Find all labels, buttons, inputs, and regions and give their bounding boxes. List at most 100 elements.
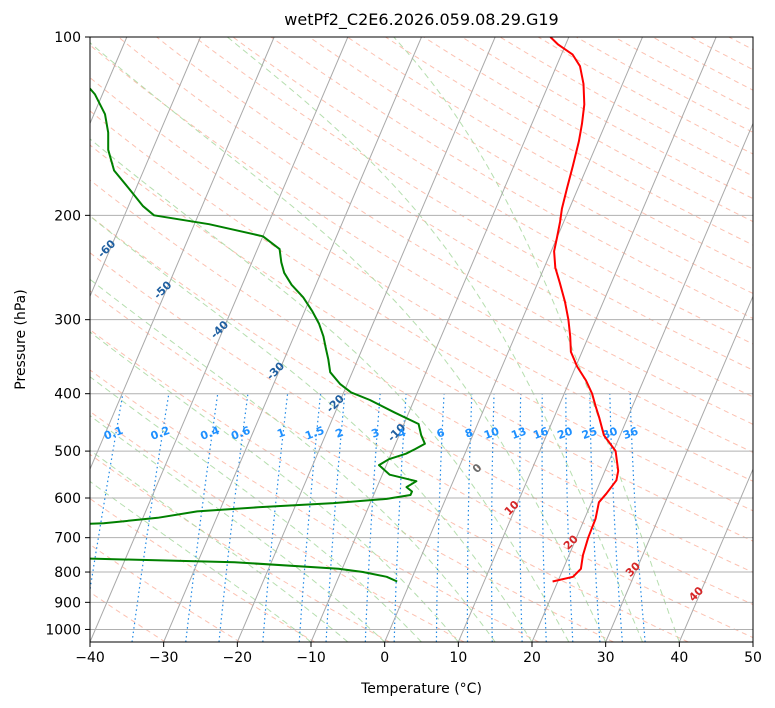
x-tick-label: 30 [597,650,615,666]
mixing-ratio-line [519,393,523,642]
mixing-ratio-label: 13 [509,425,528,442]
y-tick-label: 100 [54,30,81,46]
moist-adiabat-label: 0 [470,461,485,476]
mixing-ratio-line [90,393,124,594]
dry-adiabat-line [90,44,753,453]
y-tick-label: 200 [54,208,81,224]
mixing-ratio-line [541,393,547,642]
y-tick-label: 300 [54,313,81,329]
dry-adiabat-line [728,37,753,51]
y-tick-label: 900 [54,595,81,611]
dry-adiabat-line [90,410,465,642]
moist-adiabat-line [90,42,607,642]
dry-adiabat-line [232,37,753,345]
moist-adiabat-label: 20 [561,532,581,552]
mixing-ratio-label: 10 [482,424,501,442]
dry-adiabat-line [308,37,753,295]
isotherm-line [457,37,717,642]
mixing-ratio-label: 2 [334,426,346,441]
moist-adiabat-line [90,215,533,642]
isotherm-line [236,37,496,642]
dry-adiabat-line [90,290,689,642]
dry-adiabat-line [118,37,753,425]
mixing-ratio-line [185,393,219,642]
isotherm-line [163,37,422,642]
mixing-ratio-line [589,393,601,642]
mixing-ratio-label: 25 [580,425,599,442]
dry-adiabat-line [194,37,753,371]
mixing-ratio-line [325,393,346,642]
y-tick-label: 400 [54,387,81,403]
isotherm-line [384,37,643,642]
mixing-ratio-line [364,393,381,642]
chart-title: wetPf2_C2E6.2026.059.08.29.G19 [284,10,558,30]
dry-adiabat-line [90,215,753,606]
dry-adiabat-line [90,369,540,642]
dewpoint-profile-line [90,87,426,583]
dry-adiabat-line [537,37,753,155]
moist-adiabat-line [90,278,496,642]
x-tick-label: −10 [296,650,326,666]
temperature-profile-line [549,37,620,583]
plot-frame [89,36,754,643]
moist-adiabat-line [90,449,349,642]
isotherm-line [678,467,753,642]
mixing-ratio-label: 0.1 [102,424,125,443]
mixing-ratio-label: 0.2 [149,424,172,443]
moist-adiabat-line [90,376,422,642]
x-tick-label: 0 [380,650,389,666]
moist-adiabat-line [393,37,680,642]
isotherm-line [90,37,349,642]
dry-adiabat-line [270,37,753,320]
y-tick-label: 700 [54,531,81,547]
dry-adiabat-line [90,110,753,512]
mixing-ratio-line [218,393,249,642]
isotherm-label: -80 [0,148,9,171]
x-tick-label: 10 [449,650,467,666]
mixing-ratio-line [490,393,495,642]
y-tick-label: 500 [54,444,81,460]
y-axis-title: Pressure (hPa) [13,289,29,389]
mixing-ratio-label: 0.6 [229,424,252,443]
y-tick-label: 1000 [45,622,81,638]
isotherm-line [310,37,570,642]
dry-adiabat-line [90,453,390,642]
isotherm-label: -30 [264,359,287,382]
isotherm-line [752,640,753,642]
mixing-ratio-line [262,393,289,642]
moist-adiabat-line [90,415,386,642]
isotherm-line [90,37,275,471]
dry-adiabat-line [385,37,753,246]
mixing-ratio-label: 1.5 [303,424,326,443]
dry-adiabat-line [90,144,753,542]
x-tick-label: 40 [670,650,688,666]
y-tick-label: 800 [54,565,81,581]
dry-adiabat-line [576,37,753,133]
x-tick-label: −40 [75,650,105,666]
mixing-ratio-label: 6 [435,426,447,441]
mixing-ratio-line [565,393,574,642]
dry-adiabat-line [90,329,614,642]
mixing-ratio-line [435,393,445,642]
moist-adiabat-label: 30 [623,559,643,579]
x-tick-label: 50 [744,650,762,666]
mixing-ratio-line [466,393,473,642]
moist-adiabat-line [90,331,459,642]
mixing-ratio-label: 16 [531,424,550,442]
mixing-ratio-label: 4 [396,426,408,441]
isotherm-label: -40 [208,318,231,341]
dry-adiabat-line [90,543,241,642]
mixing-ratio-line [629,393,646,642]
dry-adiabat-line [461,37,753,200]
mixing-ratio-line [298,393,322,642]
dry-adiabat-line [423,37,753,223]
mixing-ratio-label: 3 [370,426,382,441]
x-axis-title: Temperature (°C) [360,681,482,697]
x-tick-label: −30 [149,650,179,666]
moist-adiabat-label: 40 [686,584,706,604]
isotherm-line [90,37,201,298]
mixing-ratio-label: 36 [621,424,640,442]
x-tick-label: −20 [223,650,253,666]
x-tick-label: 20 [523,650,541,666]
moist-adiabat-line [227,37,643,642]
